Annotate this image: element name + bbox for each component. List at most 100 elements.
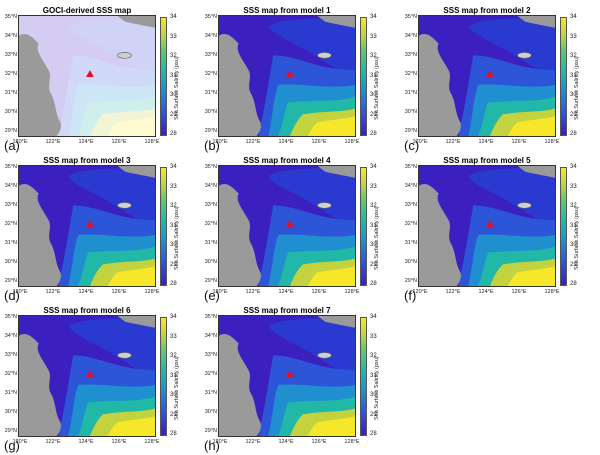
lon-label: 128°E bbox=[144, 439, 160, 445]
lat-label: 35°N bbox=[4, 314, 17, 320]
colorbar-tick: 30 bbox=[170, 242, 177, 248]
colorbar-tick: 29 bbox=[570, 111, 577, 118]
sss-map bbox=[218, 15, 356, 137]
lat-label: 35°N bbox=[4, 164, 17, 170]
lon-label: 124°E bbox=[278, 139, 294, 145]
colorbar-tick: 31 bbox=[570, 222, 577, 229]
colorbar bbox=[360, 317, 367, 436]
colorbar-label: Sea Surface Salinity (psu) bbox=[174, 356, 180, 420]
lat-label: 32°N bbox=[204, 371, 217, 377]
lat-label: 33°N bbox=[204, 52, 217, 58]
lat-label: 32°N bbox=[404, 221, 417, 227]
colorbar bbox=[560, 167, 567, 286]
colorbar-label: Sea Surface Salinity (psu) bbox=[174, 56, 180, 120]
colorbar-tick: 30 bbox=[370, 92, 377, 98]
map-panel-e: SSS map from model 4 (e) 35°N 34°N 33°N 32°N… bbox=[200, 155, 400, 305]
colorbar-tick: 34 bbox=[170, 314, 177, 320]
lat-label: 30°N bbox=[204, 409, 217, 415]
colorbar-tick: 33 bbox=[370, 183, 377, 190]
colorbar-tick: 31 bbox=[170, 222, 177, 229]
panel-title: SSS map from model 2 bbox=[443, 6, 531, 15]
lat-label: 33°N bbox=[4, 352, 17, 358]
panel-tag: (c) bbox=[404, 138, 420, 153]
map-panel-f: SSS map from model 5 (f) 35°N 34°N 33°N 32°N… bbox=[400, 155, 600, 305]
lat-label: 30°N bbox=[204, 109, 217, 115]
colorbar-tick: 28 bbox=[570, 281, 577, 287]
colorbar-tick: 30 bbox=[570, 242, 577, 248]
lon-label: 124°E bbox=[78, 439, 94, 445]
lat-label: 34°N bbox=[204, 33, 217, 39]
lon-label: 120°E bbox=[212, 289, 228, 295]
panel-tag: (f) bbox=[404, 288, 417, 303]
colorbar-tick: 31 bbox=[370, 222, 377, 229]
lat-label: 31°N bbox=[204, 240, 217, 246]
sss-map bbox=[18, 165, 156, 287]
map-panel-g: SSS map from model 6 (g) 35°N 34°N 33°N 32°N… bbox=[0, 305, 200, 455]
panel-title: GOCI-derived SSS map bbox=[42, 6, 132, 15]
colorbar-tick: 28 bbox=[170, 431, 177, 437]
lat-label: 33°N bbox=[204, 202, 217, 208]
sss-map bbox=[418, 15, 556, 137]
lon-label: 122°E bbox=[245, 289, 261, 295]
lat-label: 29°N bbox=[204, 128, 217, 134]
lat-label: 34°N bbox=[4, 33, 17, 39]
colorbar-tick: 28 bbox=[370, 281, 377, 287]
colorbar-tick: 33 bbox=[170, 333, 177, 340]
lat-label: 32°N bbox=[4, 371, 17, 377]
lon-label: 128°E bbox=[144, 139, 160, 145]
colorbar-tick: 28 bbox=[570, 131, 577, 137]
colorbar-tick: 33 bbox=[570, 33, 577, 40]
lon-label: 120°E bbox=[12, 439, 28, 445]
lat-label: 31°N bbox=[4, 90, 17, 96]
lon-label: 122°E bbox=[45, 289, 61, 295]
map-panel-a: GOCI-derived SSS map (a) 35°N 34°N 33°N 32°N… bbox=[0, 5, 200, 155]
lon-label: 122°E bbox=[245, 139, 261, 145]
colorbar-tick: 33 bbox=[170, 183, 177, 190]
colorbar-tick: 31 bbox=[370, 72, 377, 79]
lat-label: 32°N bbox=[204, 71, 217, 77]
lat-label: 35°N bbox=[204, 314, 217, 320]
colorbar-tick: 28 bbox=[170, 131, 177, 137]
colorbar-tick: 34 bbox=[370, 164, 377, 170]
lat-label: 34°N bbox=[404, 183, 417, 189]
colorbar-tick: 33 bbox=[370, 33, 377, 40]
lat-label: 32°N bbox=[204, 221, 217, 227]
panel-tag: (b) bbox=[204, 138, 220, 153]
lon-label: 126°E bbox=[111, 439, 127, 445]
lat-label: 32°N bbox=[404, 71, 417, 77]
lat-label: 35°N bbox=[404, 14, 417, 20]
colorbar bbox=[560, 17, 567, 136]
lon-label: 126°E bbox=[511, 289, 527, 295]
colorbar-tick: 32 bbox=[370, 203, 377, 209]
lon-label: 122°E bbox=[445, 289, 461, 295]
colorbar-tick: 30 bbox=[370, 242, 377, 248]
lat-label: 29°N bbox=[204, 428, 217, 434]
lon-label: 122°E bbox=[445, 139, 461, 145]
colorbar-tick: 28 bbox=[370, 131, 377, 137]
colorbar-tick: 33 bbox=[570, 183, 577, 190]
lat-label: 32°N bbox=[4, 71, 17, 77]
colorbar-tick: 30 bbox=[170, 392, 177, 398]
colorbar-tick: 32 bbox=[570, 203, 577, 209]
lat-label: 33°N bbox=[4, 52, 17, 58]
lon-label: 126°E bbox=[311, 439, 327, 445]
lat-label: 30°N bbox=[4, 109, 17, 115]
panel-title: SSS map from model 6 bbox=[43, 306, 131, 315]
lat-label: 35°N bbox=[204, 164, 217, 170]
map-panel-d: SSS map from model 3 (d) 35°N 34°N 33°N 32°N… bbox=[0, 155, 200, 305]
lat-label: 29°N bbox=[4, 128, 17, 134]
colorbar-tick: 29 bbox=[370, 411, 377, 418]
lat-label: 30°N bbox=[204, 259, 217, 265]
colorbar-tick: 32 bbox=[170, 353, 177, 359]
colorbar-tick: 32 bbox=[370, 353, 377, 359]
lon-label: 122°E bbox=[245, 439, 261, 445]
colorbar-tick: 31 bbox=[170, 372, 177, 379]
colorbar-tick: 30 bbox=[370, 392, 377, 398]
colorbar-tick: 31 bbox=[170, 72, 177, 79]
colorbar-tick: 34 bbox=[370, 314, 377, 320]
panel-title: SSS map from model 1 bbox=[243, 6, 331, 15]
map-panel-b: SSS map from model 1 (b) 35°N 34°N 33°N 32°N… bbox=[200, 5, 400, 155]
lon-label: 128°E bbox=[144, 289, 160, 295]
lat-label: 33°N bbox=[404, 52, 417, 58]
colorbar-tick: 32 bbox=[170, 53, 177, 59]
